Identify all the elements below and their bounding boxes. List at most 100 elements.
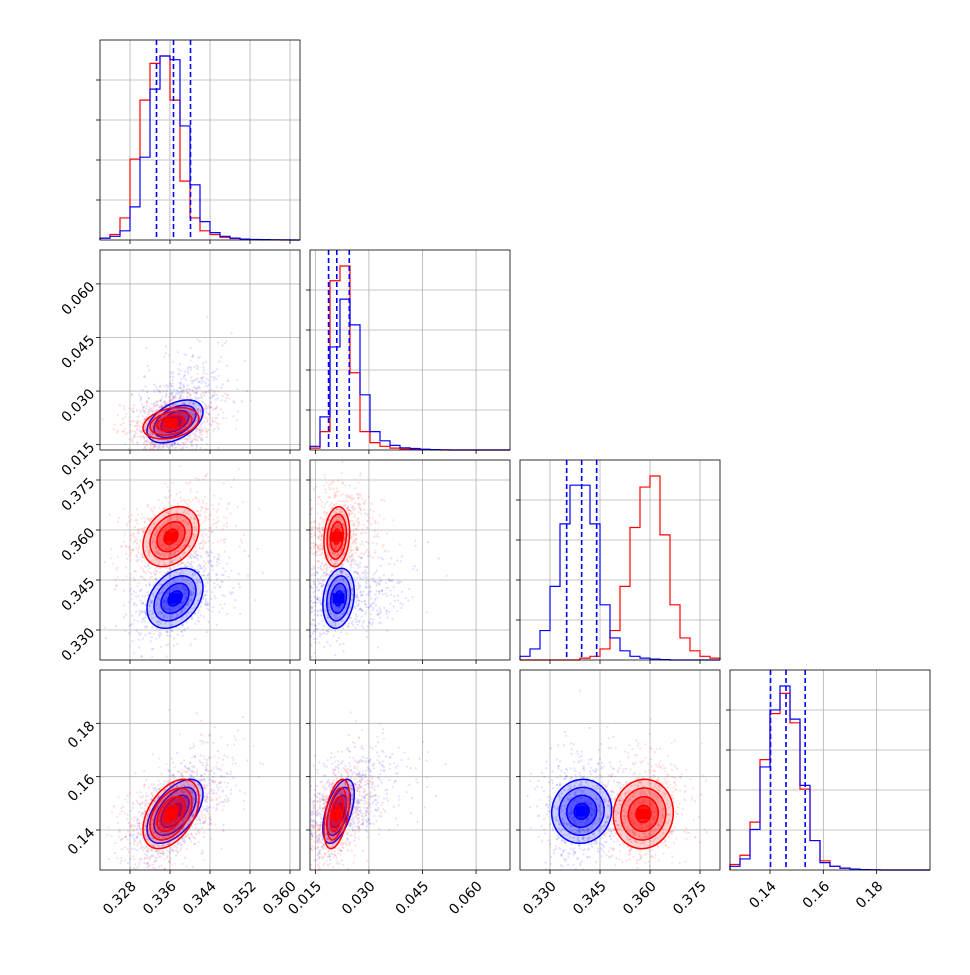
scatter-point <box>137 428 139 430</box>
scatter-point <box>148 582 150 584</box>
scatter-point <box>208 609 210 611</box>
scatter-point <box>226 786 228 788</box>
scatter-point <box>198 387 200 389</box>
scatter-point <box>203 566 205 568</box>
scatter-point <box>361 540 363 542</box>
scatter-point <box>145 448 147 450</box>
scatter-point <box>325 630 327 632</box>
scatter-point <box>206 377 208 379</box>
scatter-point <box>136 559 138 561</box>
scatter-point <box>155 386 157 388</box>
scatter-point <box>153 571 155 573</box>
scatter-point <box>326 569 328 571</box>
scatter-point <box>354 507 356 509</box>
scatter-point <box>134 863 136 865</box>
scatter-point <box>191 565 193 567</box>
scatter-point <box>160 586 162 588</box>
scatter-point <box>216 511 218 513</box>
scatter-point <box>198 759 200 761</box>
scatter-point <box>138 639 140 641</box>
scatter-point <box>343 650 345 652</box>
scatter-point <box>209 527 211 529</box>
scatter-point <box>212 569 214 571</box>
scatter-point <box>141 603 143 605</box>
scatter-point <box>187 499 189 501</box>
scatter-point <box>223 516 225 518</box>
scatter-point <box>368 593 370 595</box>
scatter-point <box>230 512 232 514</box>
scatter-point <box>187 370 189 372</box>
scatter-point <box>169 635 171 637</box>
scatter-point <box>124 630 126 632</box>
scatter-point <box>130 420 132 422</box>
scatter-point <box>200 754 202 756</box>
scatter-point <box>224 400 226 402</box>
scatter-point <box>130 588 132 590</box>
scatter-point <box>131 393 133 395</box>
scatter-point <box>329 504 331 506</box>
scatter-point <box>311 575 313 577</box>
scatter-point <box>200 382 202 384</box>
scatter-point <box>351 512 353 514</box>
scatter-point <box>185 379 187 381</box>
scatter-point <box>446 575 448 577</box>
scatter-point <box>153 443 155 445</box>
scatter-point <box>115 579 117 581</box>
scatter-point <box>377 613 379 615</box>
scatter-point <box>159 399 161 401</box>
scatter-point <box>136 508 138 510</box>
scatter-point <box>314 609 316 611</box>
scatter-point <box>193 745 195 747</box>
scatter-point <box>194 827 196 829</box>
scatter-point <box>131 640 133 642</box>
scatter-point <box>357 585 359 587</box>
scatter-point <box>206 418 208 420</box>
scatter-point <box>164 404 166 406</box>
scatter-point <box>239 613 241 615</box>
scatter-point <box>123 431 125 433</box>
scatter-point <box>141 422 143 424</box>
scatter-point <box>156 389 158 391</box>
scatter-point <box>157 588 159 590</box>
scatter-point <box>317 578 319 580</box>
scatter-point <box>148 410 150 412</box>
scatter-point <box>205 408 207 410</box>
scatter-point <box>401 555 403 557</box>
scatter-point <box>140 396 142 398</box>
scatter-point <box>348 512 350 514</box>
scatter-point <box>373 602 375 604</box>
scatter-point <box>177 634 179 636</box>
scatter-point <box>313 572 315 574</box>
scatter-point <box>221 848 223 850</box>
scatter-point <box>392 519 394 521</box>
scatter-point <box>146 405 148 407</box>
scatter-point <box>134 434 136 436</box>
scatter-point <box>140 600 142 602</box>
scatter-point <box>206 473 208 475</box>
scatter-point <box>191 561 193 563</box>
scatter-point <box>159 577 161 579</box>
scatter-point <box>228 556 230 558</box>
scatter-point <box>205 361 207 363</box>
scatter-point <box>143 617 145 619</box>
scatter-point <box>324 514 326 516</box>
scatter-point <box>207 536 209 538</box>
scatter-point <box>243 800 245 802</box>
scatter-point <box>385 587 387 589</box>
scatter-point <box>214 428 216 430</box>
scatter-point <box>161 398 163 400</box>
scatter-point <box>176 847 178 849</box>
scatter-point <box>134 579 136 581</box>
scatter-point <box>153 391 155 393</box>
scatter-point <box>128 632 130 634</box>
scatter-point <box>360 513 362 515</box>
scatter-point <box>218 768 220 770</box>
scatter-point <box>198 832 200 834</box>
scatter-point <box>187 392 189 394</box>
scatter-point <box>356 605 358 607</box>
scatter-point <box>173 500 175 502</box>
scatter-point <box>123 616 125 618</box>
scatter-point <box>218 555 220 557</box>
scatter-point <box>366 630 368 632</box>
scatter-point <box>397 599 399 601</box>
